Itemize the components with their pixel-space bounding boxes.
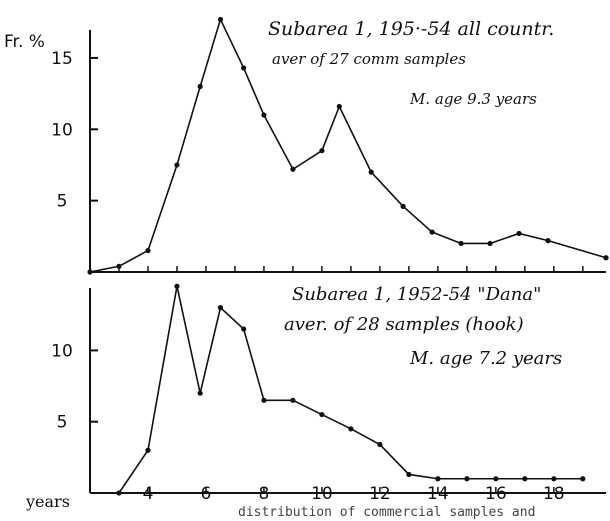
bottom-data-point — [116, 490, 122, 496]
bottom-y-tick-label: 5 — [57, 413, 68, 433]
top-data-point — [319, 148, 325, 154]
top-data-point — [241, 65, 247, 71]
top-data-point — [290, 166, 296, 172]
bottom-data-point — [290, 397, 296, 403]
top-data-point — [487, 240, 493, 247]
top-data-point — [368, 169, 374, 175]
top-y-tick-label: 5 — [57, 192, 68, 212]
top-data-point — [87, 269, 93, 275]
bottom-panel-title-line-1: Subarea 1, 1952-54 "Dana" — [292, 284, 542, 305]
bottom-x-tick-label: 6 — [201, 484, 212, 504]
bottom-data-point — [319, 411, 325, 418]
bottom-data-point — [261, 397, 267, 403]
top-data-point — [336, 103, 342, 110]
y-unit-label: Fr. % — [4, 32, 45, 52]
bottom-data-point — [145, 447, 151, 453]
top-data-point — [197, 83, 203, 90]
bottom-x-tick-label: 18 — [543, 484, 565, 504]
bottom-data-point — [406, 471, 412, 478]
bottom-data-point — [580, 476, 586, 482]
bottom-data-point — [522, 476, 528, 482]
bottom-data-point — [348, 426, 354, 432]
top-data-point — [400, 203, 406, 209]
bottom-data-point — [197, 390, 203, 396]
bottom-data-point — [551, 476, 557, 482]
bottom-x-tick-label: 14 — [427, 484, 449, 504]
bottom-series-line — [118, 286, 583, 494]
top-data-point — [145, 247, 151, 254]
bottom-data-point — [174, 283, 180, 289]
top-data-point — [458, 240, 464, 247]
bottom-data-point — [377, 441, 383, 448]
top-data-point — [603, 255, 609, 261]
top-data-point — [174, 162, 180, 168]
top-data-point — [545, 238, 551, 244]
bottom-x-tick-label: 12 — [369, 484, 391, 504]
top-data-point — [261, 112, 267, 118]
caption-fragment: distribution of commercial samples and — [238, 505, 536, 520]
x-unit-label: years — [26, 492, 70, 511]
bottom-data-point — [493, 476, 499, 482]
top-panel-title-line-2: aver of 27 comm samples — [272, 50, 466, 68]
bottom-data-point — [435, 476, 441, 482]
bottom-x-tick-label: 8 — [259, 484, 270, 504]
bottom-panel-title-line-3: M. age 7.2 years — [410, 348, 563, 369]
top-data-point — [516, 230, 522, 237]
bottom-x-tick-label: 10 — [311, 484, 333, 504]
bottom-x-tick-label: 4 — [143, 484, 154, 504]
bottom-data-point — [464, 476, 470, 482]
bottom-x-tick-label: 16 — [485, 484, 507, 504]
bottom-y-tick-label: 10 — [51, 341, 73, 361]
bottom-panel-title-line-2: aver. of 28 samples (hook) — [284, 314, 524, 335]
top-data-point — [429, 229, 435, 235]
top-data-point — [217, 16, 224, 23]
top-y-tick-label: 10 — [51, 120, 73, 140]
top-panel-title-line-3: M. age 9.3 years — [410, 90, 537, 108]
bottom-data-point — [241, 326, 247, 332]
top-data-point — [116, 263, 122, 269]
top-panel-title-line-1: Subarea 1, 195·-54 all countr. — [268, 18, 555, 40]
top-y-tick-label: 15 — [51, 49, 73, 69]
bottom-data-point — [217, 305, 224, 311]
